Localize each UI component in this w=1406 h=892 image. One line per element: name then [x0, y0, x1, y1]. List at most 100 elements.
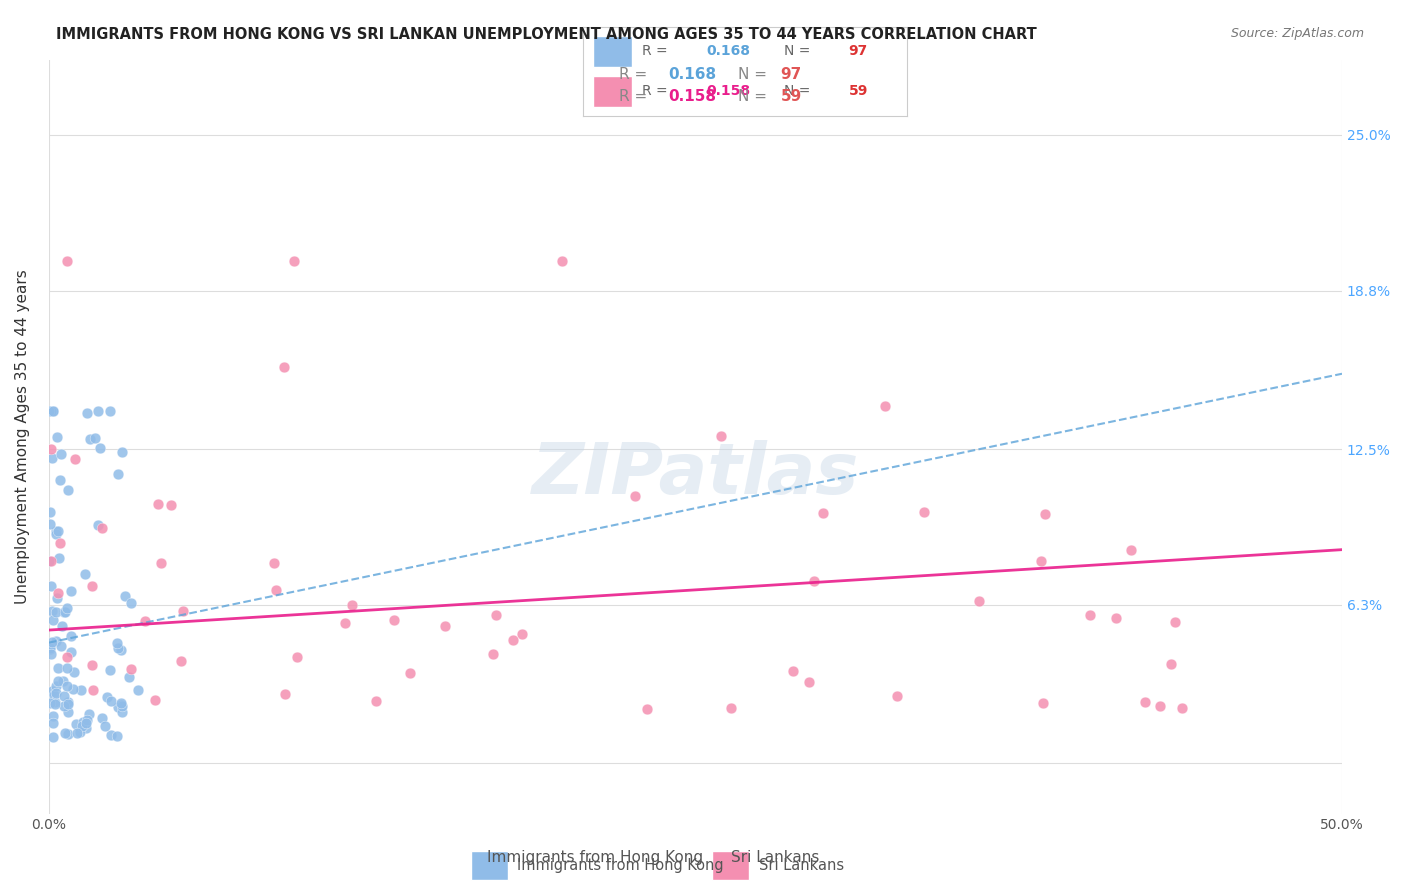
- Immigrants from Hong Kong: [45, 526, 67, 541]
- Immigrants from Hong Kong: [110, 705, 132, 719]
- Immigrants from Hong Kong: [105, 636, 128, 650]
- Sri Lankans: [1171, 701, 1194, 715]
- Text: 0.168: 0.168: [668, 67, 716, 82]
- Sri Lankans: [333, 615, 356, 630]
- Immigrants from Hong Kong: [75, 567, 97, 582]
- Immigrants from Hong Kong: [66, 726, 89, 740]
- Text: Immigrants from Hong Kong: Immigrants from Hong Kong: [517, 858, 724, 872]
- Immigrants from Hong Kong: [49, 474, 72, 488]
- Sri Lankans: [485, 608, 508, 623]
- Immigrants from Hong Kong: [45, 679, 67, 693]
- Sri Lankans: [433, 618, 456, 632]
- Text: Sri Lankans: Sri Lankans: [731, 850, 820, 865]
- Sri Lankans: [912, 505, 935, 519]
- Sri Lankans: [46, 586, 69, 600]
- Immigrants from Hong Kong: [52, 698, 75, 713]
- Sri Lankans: [82, 682, 104, 697]
- Immigrants from Hong Kong: [41, 634, 63, 648]
- Sri Lankans: [1035, 507, 1057, 521]
- Sri Lankans: [398, 666, 420, 681]
- Immigrants from Hong Kong: [56, 727, 79, 741]
- Immigrants from Hong Kong: [76, 406, 98, 420]
- Sri Lankans: [170, 654, 193, 668]
- Sri Lankans: [274, 687, 297, 701]
- Immigrants from Hong Kong: [55, 679, 77, 693]
- Immigrants from Hong Kong: [110, 698, 132, 713]
- Immigrants from Hong Kong: [72, 719, 94, 733]
- Immigrants from Hong Kong: [49, 639, 72, 653]
- Immigrants from Hong Kong: [38, 516, 60, 531]
- Sri Lankans: [1029, 554, 1052, 568]
- Immigrants from Hong Kong: [45, 524, 67, 538]
- Sri Lankans: [91, 521, 114, 535]
- Immigrants from Hong Kong: [58, 705, 80, 719]
- Immigrants from Hong Kong: [56, 697, 79, 711]
- Immigrants from Hong Kong: [69, 683, 91, 698]
- Immigrants from Hong Kong: [127, 682, 149, 697]
- Immigrants from Hong Kong: [39, 404, 62, 418]
- Sri Lankans: [134, 614, 156, 628]
- Sri Lankans: [41, 554, 63, 568]
- Immigrants from Hong Kong: [41, 683, 63, 698]
- Immigrants from Hong Kong: [53, 605, 76, 619]
- Text: N =: N =: [785, 85, 814, 98]
- Immigrants from Hong Kong: [89, 442, 111, 456]
- Immigrants from Hong Kong: [56, 661, 79, 675]
- Immigrants from Hong Kong: [48, 551, 70, 566]
- Sri Lankans: [811, 507, 834, 521]
- Sri Lankans: [56, 650, 79, 665]
- Sri Lankans: [172, 604, 194, 618]
- Immigrants from Hong Kong: [100, 693, 122, 707]
- Immigrants from Hong Kong: [59, 629, 82, 643]
- Immigrants from Hong Kong: [42, 404, 65, 418]
- Sri Lankans: [382, 613, 405, 627]
- Bar: [593, 36, 633, 67]
- Immigrants from Hong Kong: [94, 719, 117, 733]
- Sri Lankans: [1133, 695, 1156, 709]
- Immigrants from Hong Kong: [79, 707, 101, 722]
- Sri Lankans: [1105, 611, 1128, 625]
- Sri Lankans: [146, 497, 169, 511]
- Immigrants from Hong Kong: [118, 670, 141, 684]
- Immigrants from Hong Kong: [120, 596, 142, 610]
- Sri Lankans: [159, 498, 181, 512]
- Text: N =: N =: [785, 45, 814, 58]
- Text: Immigrants from Hong Kong: Immigrants from Hong Kong: [486, 850, 703, 865]
- Immigrants from Hong Kong: [72, 715, 94, 730]
- Sri Lankans: [263, 557, 285, 571]
- Immigrants from Hong Kong: [41, 604, 63, 618]
- Sri Lankans: [366, 693, 388, 707]
- Immigrants from Hong Kong: [42, 613, 65, 627]
- Immigrants from Hong Kong: [110, 698, 132, 713]
- Immigrants from Hong Kong: [107, 467, 129, 482]
- Sri Lankans: [967, 593, 990, 607]
- Immigrants from Hong Kong: [87, 404, 110, 418]
- Bar: [593, 76, 633, 107]
- Immigrants from Hong Kong: [38, 404, 60, 418]
- Immigrants from Hong Kong: [38, 696, 60, 710]
- Sri Lankans: [482, 647, 505, 661]
- Sri Lankans: [1164, 615, 1187, 629]
- Immigrants from Hong Kong: [114, 589, 136, 603]
- Sri Lankans: [720, 701, 742, 715]
- Sri Lankans: [886, 689, 908, 703]
- Immigrants from Hong Kong: [107, 699, 129, 714]
- Text: 0.158: 0.158: [668, 89, 716, 104]
- Sri Lankans: [120, 662, 142, 676]
- Text: N =: N =: [738, 67, 772, 82]
- Immigrants from Hong Kong: [87, 517, 110, 532]
- Sri Lankans: [1160, 657, 1182, 671]
- Text: 59: 59: [849, 85, 868, 98]
- Text: Sri Lankans: Sri Lankans: [759, 858, 844, 872]
- Immigrants from Hong Kong: [76, 713, 98, 727]
- Text: 97: 97: [780, 67, 801, 82]
- Immigrants from Hong Kong: [62, 682, 84, 697]
- Immigrants from Hong Kong: [105, 729, 128, 743]
- Sri Lankans: [710, 428, 733, 442]
- Sri Lankans: [502, 633, 524, 648]
- Immigrants from Hong Kong: [45, 591, 67, 605]
- Sri Lankans: [285, 649, 308, 664]
- Sri Lankans: [49, 536, 72, 550]
- Sri Lankans: [624, 489, 647, 503]
- Sri Lankans: [264, 583, 287, 598]
